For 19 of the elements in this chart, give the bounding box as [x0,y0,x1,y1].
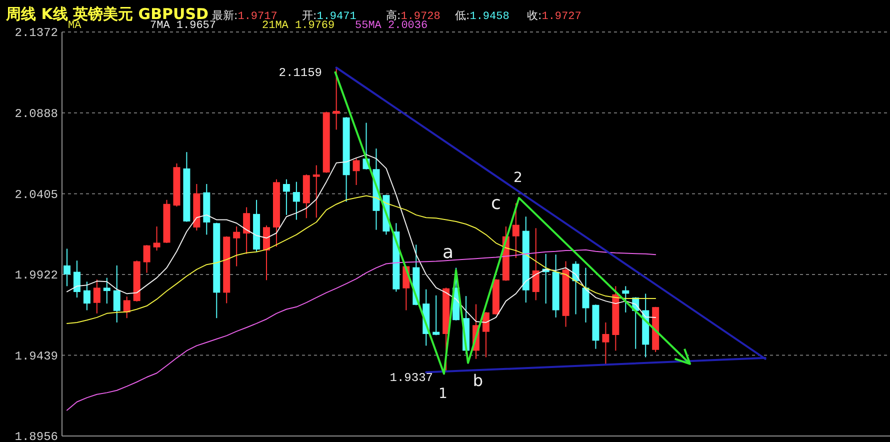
y-tick-label: 2.0888 [14,107,58,122]
text: 低:1.9458 [455,9,510,23]
annotation: 2 [514,170,522,186]
annotation: c [491,193,501,214]
text: 21MA 1.9769 [262,20,335,32]
annotation: b [472,371,484,390]
annotation: 1 [438,386,448,402]
annotation: a [442,242,454,263]
y-tick-label: 1.9439 [14,349,58,364]
legend-title: MA [68,20,82,32]
text: 55MA 2.0036 [355,20,428,32]
text: 7MA 1.9657 [150,20,216,32]
annotation: 1.9337 [390,371,433,385]
y-tick-label: 2.1372 [14,26,58,40]
y-tick-label: 2.0405 [14,188,58,202]
y-tick-label: 1.9922 [14,268,58,283]
annotation: 2.1159 [278,66,322,80]
y-tick-label: 1.8956 [14,430,58,442]
text: 收:1.9727 [527,9,582,23]
